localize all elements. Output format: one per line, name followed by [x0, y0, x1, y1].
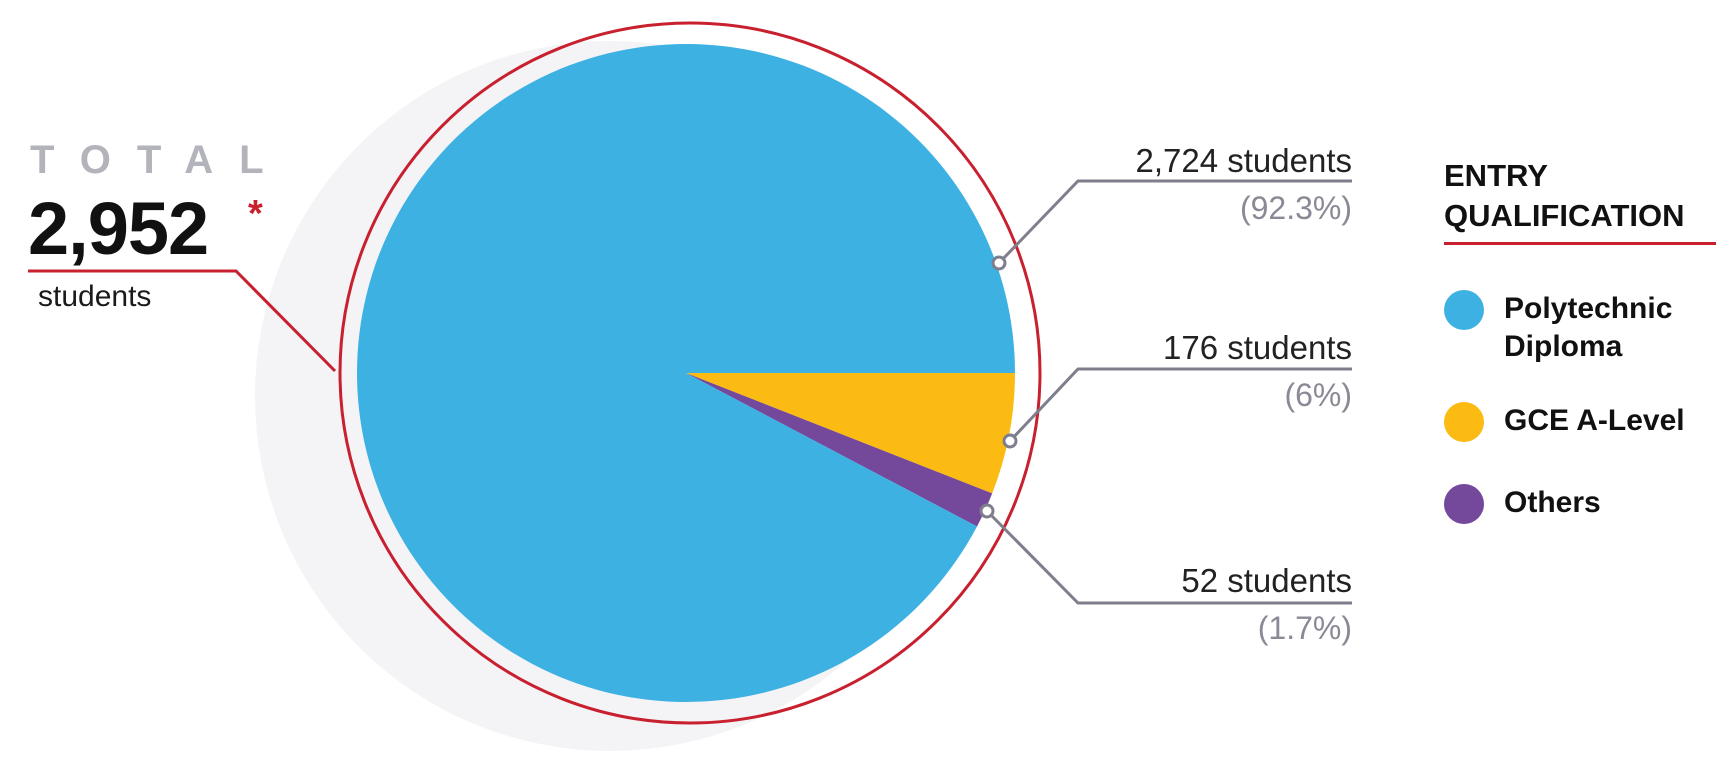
legend-label-others: Others	[1504, 486, 1601, 519]
callout-leader-lines	[979, 179, 1352, 605]
legend-item-others: Others	[1444, 484, 1729, 524]
total-asterisk: *	[248, 193, 263, 235]
legend-label-polytechnic: Polytechnic Diploma	[1504, 292, 1673, 363]
total-word: TOTAL	[30, 138, 290, 182]
callout-percent-polytechnic: (92.3%)	[1239, 190, 1352, 226]
total-value: 2,952	[28, 187, 209, 270]
total-unit: students	[38, 280, 152, 313]
pie-slices	[356, 44, 1015, 703]
callout-count-polytechnic: 2,724 students	[1135, 142, 1353, 179]
pie-slice-polytechnic	[356, 44, 1015, 703]
legend-title: ENTRY QUALIFICATION	[1444, 158, 1685, 233]
pie-slice-others	[686, 373, 993, 527]
callout-percent-others: (1.7%)	[1257, 610, 1352, 646]
pie-slice-alevel	[686, 373, 1015, 494]
total-leader-line	[28, 269, 337, 373]
legend-swatch-polytechnic	[1444, 290, 1484, 330]
leader-polytechnic-line	[997, 179, 1352, 265]
legend-swatch-others	[1444, 484, 1484, 524]
pie-outline-ring	[338, 21, 1042, 725]
legend-item-polytechnic: Polytechnic Diploma	[1444, 290, 1729, 366]
legend-divider	[1444, 242, 1716, 245]
legend-item-alevel: GCE A-Level	[1444, 402, 1729, 442]
callout-count-alevel: 176 students	[1163, 329, 1352, 366]
callout-count-others: 52 students	[1181, 562, 1352, 599]
leader-others-line	[985, 509, 1352, 605]
leader-others-marker	[979, 503, 995, 519]
leader-polytechnic-marker	[991, 255, 1007, 271]
legend-label-alevel: GCE A-Level	[1504, 404, 1685, 437]
callout-percent-alevel: (6%)	[1284, 377, 1352, 413]
leader-alevel-marker	[1002, 433, 1018, 449]
legend-swatch-alevel	[1444, 402, 1484, 442]
leader-alevel-line	[1008, 367, 1352, 443]
